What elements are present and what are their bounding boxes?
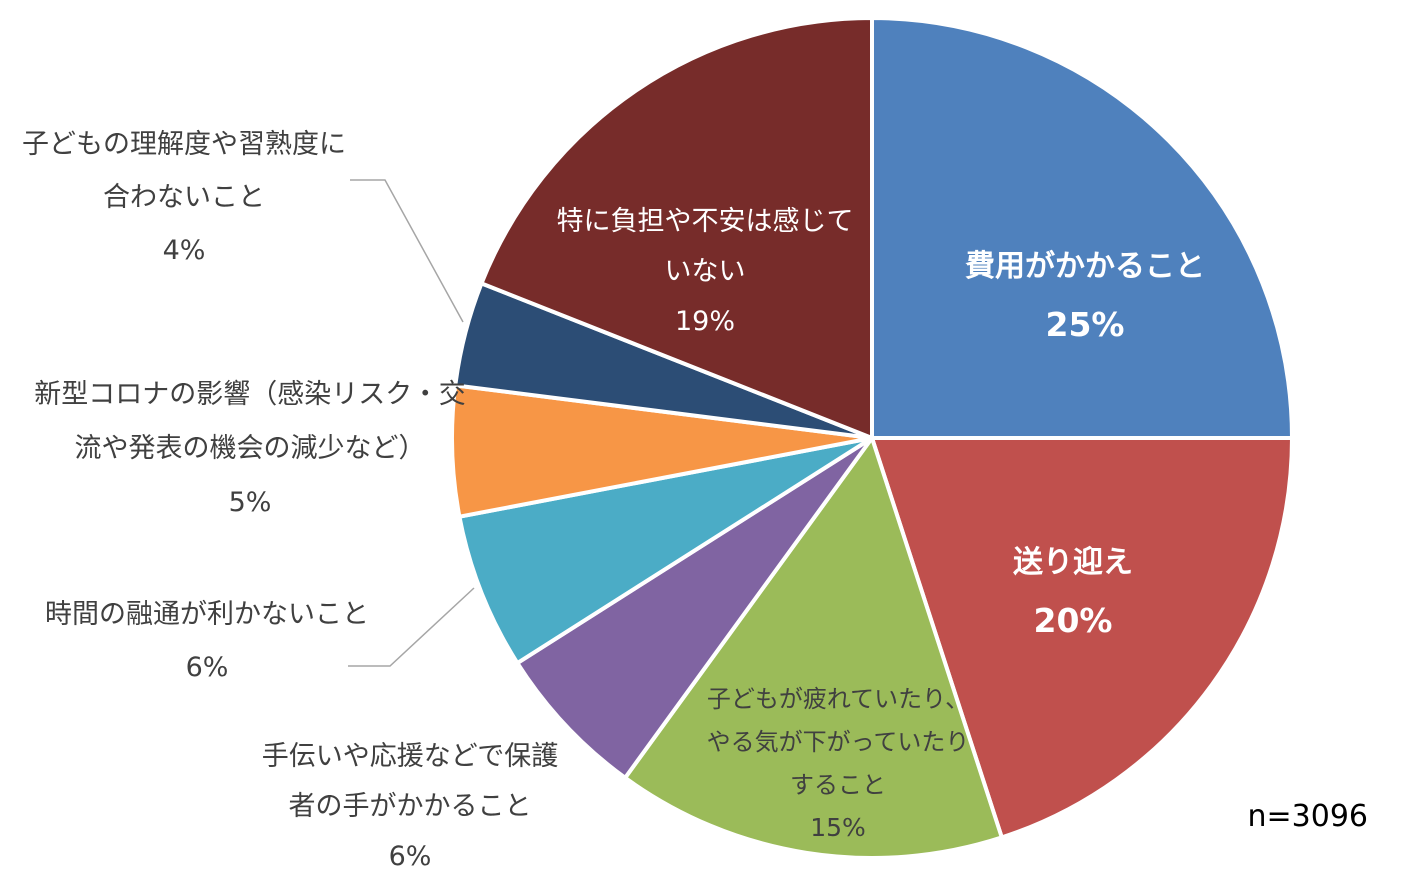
pie-slice-4 [515,436,874,780]
slice-value-6: 5% [229,487,272,518]
slice-label-7-line-1: 子どもの理解度や習熟度に [22,129,346,160]
slice-value-5: 6% [186,652,229,683]
pie-slice-5 [457,436,874,666]
leader-line-7 [350,179,464,323]
slice-label-3-line-3: すること [790,771,886,799]
slice-label-6-line-2: 流や発表の機会の減少など） [75,433,426,464]
slice-label-6-line-1: 新型コロナの影響（感染リスク・交 [34,379,465,410]
pie-slice-8 [479,16,874,440]
slice-label-8-line-2: いない [665,256,746,287]
slice-value-3: 15% [810,813,866,842]
pie-slice-1 [870,16,1294,440]
slice-label-2-line-1: 送り迎え [1013,545,1133,580]
slice-label-1-line-1: 費用がかかること [965,249,1205,284]
slice-value-2: 20% [1034,601,1113,640]
slice-label-5-line-1: 時間の融通が利かないこと [45,599,369,630]
slice-labels: 費用がかかること 25% 送り迎え 20% 子どもが疲れていたり、やる気が下がっていたり… [22,129,1205,872]
slice-label-3-line-1: 子どもが疲れていたり、 [707,685,969,713]
slice-label-7-line-2: 合わないこと [103,182,265,213]
leader-lines [348,179,475,667]
slice-label-8-line-1: 特に負担や不安は感じて [557,206,854,237]
leader-line-5 [348,587,475,667]
slice-label-4-line-1: 手伝いや応援などで保護 [262,741,558,772]
slice-value-1: 25% [1046,305,1125,344]
slice-label-4-line-2: 者の手がかかること [289,791,532,822]
sample-size-note: n=3096 [1248,799,1369,834]
slice-value-8: 19% [675,306,735,337]
slice-value-4: 6% [389,841,432,872]
slice-value-7: 4% [163,235,206,266]
pie-slice-2 [870,436,1294,840]
pie-slices [450,16,1294,860]
slice-label-3-line-2: やる気が下がっていたり [707,728,970,756]
pie-slice-3 [623,436,1004,860]
